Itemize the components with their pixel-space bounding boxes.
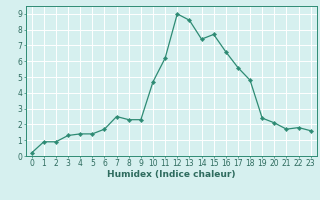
X-axis label: Humidex (Indice chaleur): Humidex (Indice chaleur) [107, 170, 236, 179]
